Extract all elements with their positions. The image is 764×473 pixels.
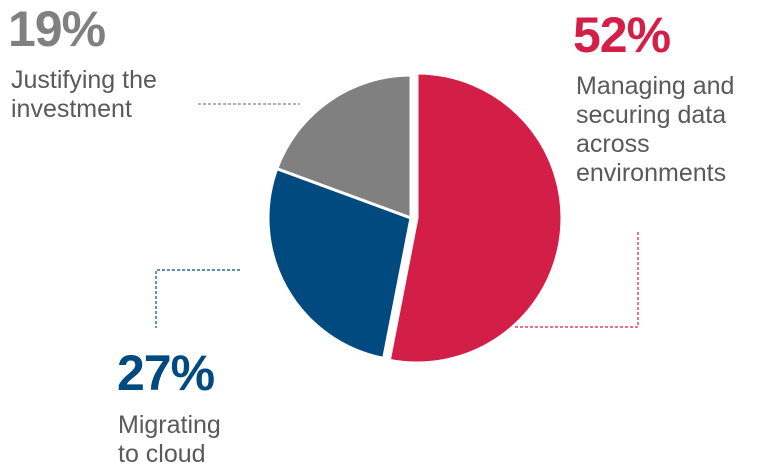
slice-category-label: Justifying the investment (11, 66, 157, 123)
pie-slices (266, 71, 564, 365)
slice-category-label: Managing and securing data across enviro… (576, 72, 735, 187)
slice-value-label: 52% (573, 7, 671, 63)
slice-category-label: Migrating to cloud (118, 411, 221, 468)
leader-line (515, 232, 639, 328)
leader-line (155, 269, 240, 328)
pie-slice (275, 73, 413, 220)
pie-slice (266, 167, 413, 360)
pie-slice (387, 71, 564, 365)
leader-lines (155, 103, 639, 328)
slice-value-label: 19% (8, 1, 106, 57)
slice-value-label: 27% (117, 345, 215, 401)
